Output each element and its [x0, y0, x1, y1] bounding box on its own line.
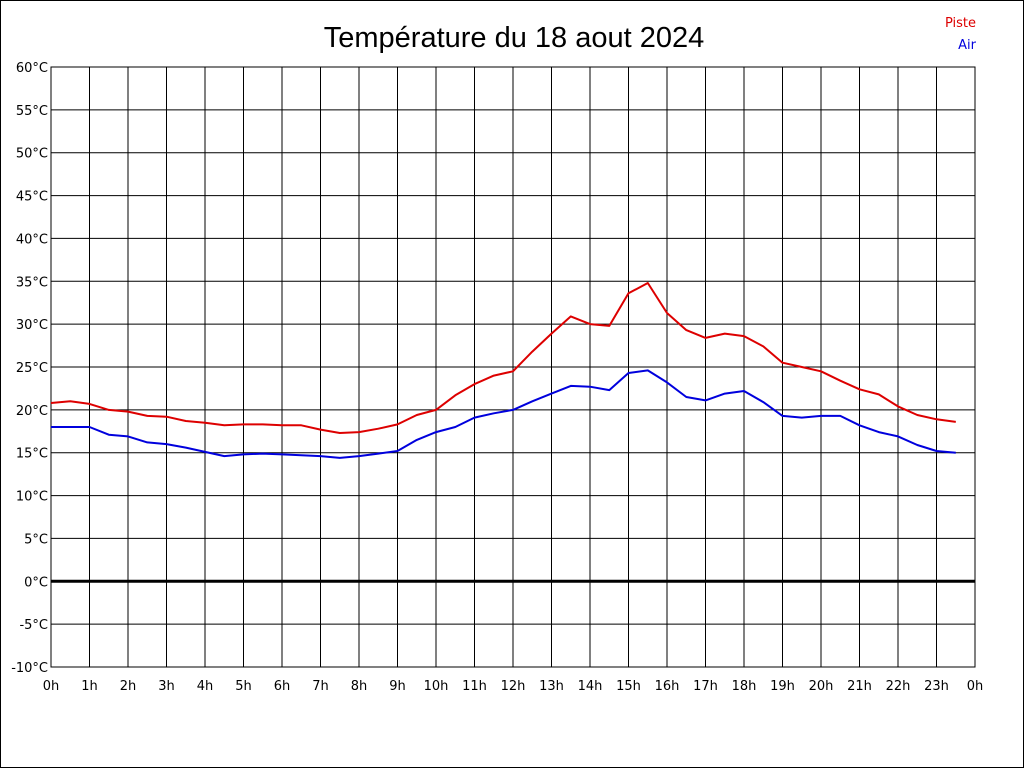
y-tick-label: 5°C: [24, 532, 48, 547]
x-tick-label: 4h: [197, 679, 214, 694]
x-tick-label: 19h: [770, 679, 795, 694]
x-axis-tick-labels: 0h 1h 2h 3h 4h 5h 6h 7h 8h 9h 10h 11h 12h 13h 14h 15h 16…: [43, 679, 984, 694]
x-tick-label: 11h: [462, 679, 487, 694]
y-tick-label: -5°C: [19, 618, 48, 633]
x-tick-label: 20h: [809, 679, 834, 694]
x-tick-label: 22h: [886, 679, 911, 694]
x-tick-label: 17h: [693, 679, 718, 694]
y-tick-label: 45°C: [16, 190, 48, 205]
x-tick-label: 0h: [967, 679, 984, 694]
legend-entry-air: Air: [958, 38, 977, 53]
plot-area-border: [50, 66, 976, 668]
series-line-piste: [50, 282, 956, 434]
y-tick-label: 35°C: [16, 275, 48, 290]
y-axis-tick-labels: 60°C 55°C 50°C 45°C 40°C 35°C 30°C 25°C 20°C 15°C…: [11, 61, 48, 676]
x-tick-label: 21h: [847, 679, 872, 694]
x-tick-label: 3h: [158, 679, 175, 694]
y-tick-label: 40°C: [16, 232, 48, 247]
x-tick-label: 2h: [120, 679, 137, 694]
y-tick-label: 0°C: [24, 575, 48, 590]
x-tick-label: 18h: [732, 679, 757, 694]
x-tick-label: 1h: [81, 679, 98, 694]
x-tick-label: 0h: [43, 679, 60, 694]
y-tick-label: 30°C: [16, 318, 48, 333]
x-tick-label: 13h: [539, 679, 564, 694]
x-tick-label: 8h: [351, 679, 368, 694]
x-tick-label: 6h: [274, 679, 291, 694]
y-tick-label: 60°C: [16, 61, 48, 76]
x-tick-label: 12h: [501, 679, 526, 694]
data-series: [50, 282, 956, 459]
legend: Piste Air: [945, 16, 977, 53]
x-tick-label: 10h: [424, 679, 449, 694]
chart-title: Température du 18 aout 2024: [324, 22, 705, 54]
x-tick-label: 7h: [312, 679, 329, 694]
y-tick-label: 20°C: [16, 404, 48, 419]
y-tick-label: 50°C: [16, 147, 48, 162]
y-tick-label: 55°C: [16, 104, 48, 119]
x-tick-label: 14h: [578, 679, 603, 694]
y-tick-label: 25°C: [16, 361, 48, 376]
grid-lines: [51, 67, 975, 667]
x-tick-label: 16h: [655, 679, 680, 694]
x-tick-label: 15h: [616, 679, 641, 694]
series-line-air: [51, 369, 956, 459]
x-tick-label: 5h: [235, 679, 252, 694]
y-tick-label: -10°C: [11, 661, 48, 676]
legend-entry-piste: Piste: [945, 16, 976, 31]
y-tick-label: 15°C: [16, 447, 48, 462]
y-tick-label: 10°C: [16, 490, 48, 505]
x-tick-label: 23h: [924, 679, 949, 694]
x-tick-label: 9h: [389, 679, 406, 694]
